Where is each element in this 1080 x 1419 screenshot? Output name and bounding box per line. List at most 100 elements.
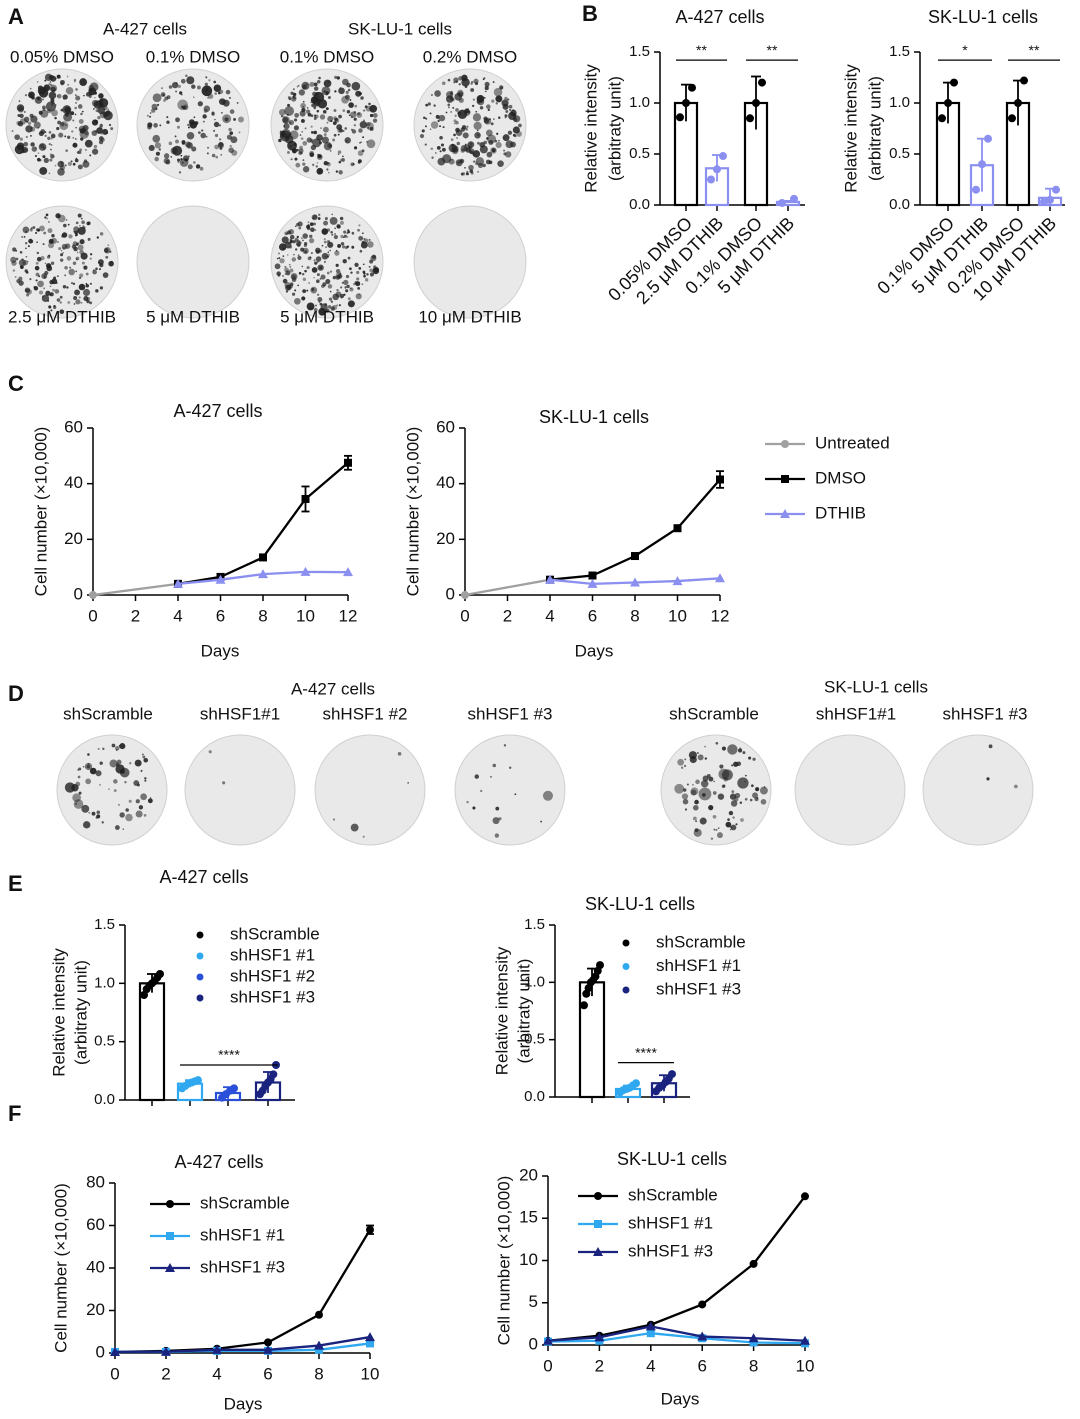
colony	[472, 806, 476, 810]
colony	[302, 100, 305, 103]
marker	[165, 1263, 175, 1272]
colony	[36, 251, 40, 255]
colony	[494, 833, 500, 838]
colony	[694, 799, 699, 805]
colony	[77, 164, 83, 170]
colony	[152, 93, 162, 103]
colony	[280, 115, 284, 118]
colony	[57, 214, 60, 218]
colony	[50, 98, 55, 103]
colony	[64, 782, 76, 793]
colony	[31, 146, 38, 152]
colony	[329, 290, 332, 293]
colony	[674, 783, 685, 794]
panel-letter: D	[8, 681, 24, 706]
colony	[434, 90, 441, 97]
colony	[360, 96, 364, 100]
colony	[327, 284, 333, 289]
colony	[341, 245, 346, 249]
colony	[364, 278, 369, 282]
colony	[98, 139, 104, 145]
colony	[295, 162, 301, 168]
colony	[91, 811, 96, 816]
colony	[345, 274, 350, 279]
marker	[212, 1344, 222, 1354]
colony	[29, 228, 33, 232]
colony	[307, 256, 312, 261]
colony	[327, 251, 330, 253]
colony	[294, 297, 301, 305]
colony	[453, 119, 457, 123]
colony	[455, 108, 459, 112]
colony	[191, 84, 196, 89]
colony	[326, 121, 329, 124]
colony	[166, 120, 170, 124]
colony	[727, 744, 738, 755]
colony	[49, 158, 53, 162]
colony	[63, 112, 73, 122]
colony	[75, 95, 81, 101]
colony	[205, 88, 209, 91]
x-tick-label: 0	[460, 606, 469, 625]
x-tick-label: 6	[216, 606, 225, 625]
colony	[19, 265, 24, 269]
colony	[282, 115, 285, 118]
plate-label: shScramble	[63, 704, 153, 723]
colony	[42, 105, 46, 110]
colony	[458, 83, 461, 86]
y-tick-label: 60	[64, 417, 83, 436]
colony	[301, 107, 306, 113]
colony	[355, 293, 362, 300]
colony	[505, 109, 509, 113]
colony	[201, 129, 204, 132]
colony	[704, 745, 706, 748]
colony	[281, 236, 289, 244]
data-point	[230, 1084, 238, 1093]
colony	[732, 816, 735, 819]
colony	[336, 289, 339, 292]
colony	[470, 88, 475, 92]
colony	[695, 779, 700, 785]
colony	[988, 744, 993, 749]
colony	[211, 112, 215, 116]
colony	[29, 113, 34, 118]
legend-marker	[196, 994, 204, 1002]
colony	[142, 755, 146, 759]
colony	[64, 164, 67, 167]
colony	[461, 125, 467, 130]
colony	[507, 130, 513, 135]
legend-marker	[622, 963, 630, 970]
y-tick-label: 1.0	[889, 94, 910, 111]
colony	[437, 119, 440, 123]
colony	[57, 160, 65, 168]
colony	[306, 289, 309, 292]
colony	[187, 164, 193, 170]
data-point	[1020, 76, 1028, 85]
colony	[739, 801, 743, 804]
colony	[291, 283, 294, 286]
colony	[180, 78, 186, 84]
colony	[763, 786, 766, 788]
colony	[10, 256, 17, 263]
legend-marker	[196, 973, 204, 981]
colony	[23, 141, 29, 147]
plate-dish	[5, 205, 119, 319]
colony	[218, 138, 222, 141]
plate	[314, 734, 426, 846]
colony	[89, 154, 92, 157]
colony	[331, 233, 334, 236]
colony	[483, 77, 486, 80]
colony	[298, 271, 302, 275]
plate-dish	[660, 734, 772, 846]
colony	[320, 127, 322, 129]
x-tick-label: 8	[630, 606, 639, 625]
panel-letter: B	[582, 1, 598, 26]
colony	[23, 116, 30, 122]
colony	[19, 250, 23, 254]
colony	[305, 109, 311, 114]
legend-label: shHSF1 #1	[656, 956, 741, 975]
marker	[344, 458, 352, 467]
colony	[77, 775, 81, 779]
colony	[153, 123, 158, 128]
colony	[333, 234, 338, 240]
